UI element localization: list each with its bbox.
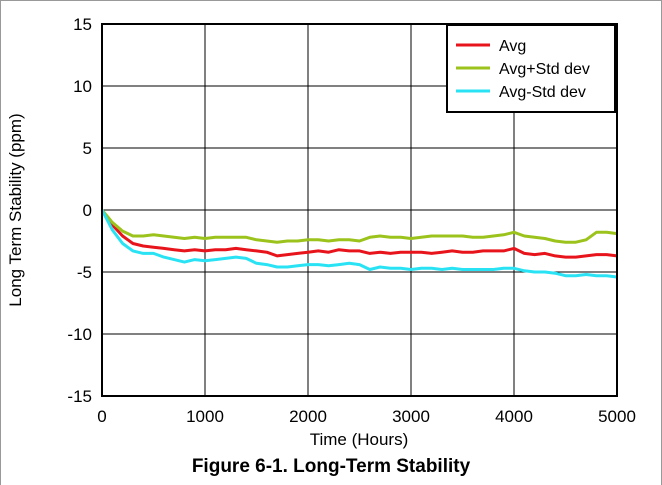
y-tick-label: 10 — [73, 77, 92, 96]
x-tick-label: 3000 — [392, 407, 430, 426]
series-line-avg-std-dev — [100, 209, 618, 244]
y-tick-label: -10 — [67, 325, 92, 344]
plot-area — [101, 23, 618, 397]
y-tick-label: 0 — [83, 201, 92, 220]
y-axis-title: Long Term Stability (ppm) — [6, 113, 25, 306]
y-tick-labels: 15 10 5 0 -5 -10 -15 — [67, 15, 92, 406]
legend-label: Avg-Std dev — [499, 84, 586, 101]
x-tick-label: 5000 — [598, 407, 636, 426]
series-line-avg — [100, 209, 618, 259]
x-tick-label: 0 — [97, 407, 106, 426]
y-tick-label: 5 — [83, 139, 92, 158]
y-tick-label: 15 — [73, 15, 92, 34]
y-tick-label: -5 — [77, 263, 92, 282]
legend-label: Avg — [499, 38, 526, 55]
legend-label: Avg+Std dev — [499, 61, 590, 78]
legend: Avg Avg+Std dev Avg-Std dev — [446, 24, 616, 113]
series-line-avg-std-dev — [100, 209, 618, 279]
figure-caption: Figure 6-1. Long-Term Stability — [191, 456, 471, 477]
series-layer — [100, 209, 618, 279]
y-tick-label: -15 — [67, 387, 92, 406]
x-tick-label: 4000 — [495, 407, 533, 426]
x-axis-title: Time (Hours) — [310, 430, 409, 449]
x-tick-label: 2000 — [289, 407, 327, 426]
x-tick-label: 1000 — [186, 407, 224, 426]
x-tick-labels: 0 1000 2000 3000 4000 5000 — [97, 407, 636, 426]
